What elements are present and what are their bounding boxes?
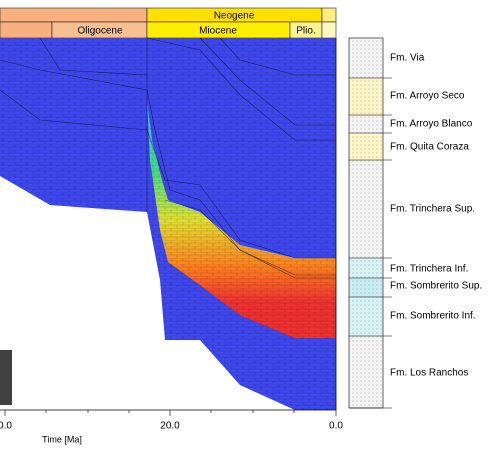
x-tick-label: 20.0 — [160, 421, 180, 432]
x-tick-label: 0.0 — [0, 421, 12, 432]
formation-label: Fm. Los Ranchos — [390, 368, 468, 379]
formation-label: Fm. Trinchera Inf. — [390, 264, 468, 275]
time-header: Neogene Oligocene Miocene Plio. — [0, 7, 337, 39]
epoch-label: Plio. — [296, 26, 315, 37]
period-label: Neogene — [214, 11, 255, 22]
formation-column: Fm. Via Fm. Arroyo Seco Fm. Arroyo Blanc… — [348, 37, 482, 409]
epoch-label: Miocene — [199, 26, 237, 37]
formation-label: Fm. Sombrerito Sup. — [390, 281, 482, 292]
x-tick-label: 0.0 — [329, 421, 343, 432]
formation-label: Fm. Via — [390, 53, 425, 64]
epoch-label: Oligocene — [77, 26, 122, 37]
formation-label: Fm. Arroyo Blanco — [390, 119, 473, 130]
x-axis-label: Time [Ma] — [42, 434, 82, 444]
formation-label: Fm. Sombrerito Inf. — [390, 311, 476, 322]
formation-label: Fm. Trinchera Sup. — [390, 204, 475, 215]
formation-label: Fm. Arroyo Seco — [390, 91, 465, 102]
formation-label: Fm. Quita Coraza — [390, 142, 469, 153]
plot-area: 0.0 20.0 0.0 Time [Ma] — [0, 37, 343, 444]
